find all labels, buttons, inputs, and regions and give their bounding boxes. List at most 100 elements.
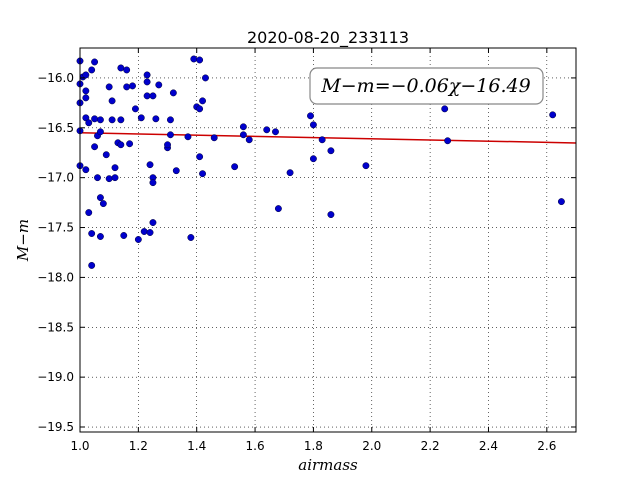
data-point xyxy=(155,81,163,89)
data-point xyxy=(111,174,119,182)
fit-line-group xyxy=(79,132,577,144)
data-point xyxy=(108,97,116,105)
data-point xyxy=(91,143,99,151)
data-point xyxy=(196,153,204,161)
fit-annotation-text: M−m=−0.06χ−16.49 xyxy=(320,75,530,97)
data-point xyxy=(96,116,104,124)
data-point xyxy=(164,141,171,149)
data-point xyxy=(362,162,370,170)
grid xyxy=(79,48,576,432)
y-tick-label: −17.5 xyxy=(37,221,74,235)
data-point xyxy=(143,78,151,86)
data-point xyxy=(143,71,151,79)
data-point xyxy=(91,58,99,66)
data-point xyxy=(108,116,116,124)
data-point xyxy=(102,151,110,159)
data-point xyxy=(88,66,96,74)
data-point xyxy=(146,161,154,169)
data-point xyxy=(85,209,93,217)
data-point xyxy=(549,111,557,119)
y-tick-label: −18.5 xyxy=(37,320,74,334)
x-tick-label: 2.6 xyxy=(537,439,556,453)
data-point xyxy=(166,116,174,124)
data-point xyxy=(199,170,206,178)
plot-area xyxy=(80,48,576,432)
data-point xyxy=(82,87,90,95)
x-tick-label: 2.0 xyxy=(362,439,381,453)
data-point xyxy=(85,119,93,127)
data-point xyxy=(231,163,239,171)
y-tick-label: −16.5 xyxy=(37,121,74,135)
x-tick-label: 1.0 xyxy=(70,439,89,453)
data-point xyxy=(199,97,206,105)
data-point xyxy=(309,121,317,129)
y-tick-label: −19.5 xyxy=(37,420,74,434)
data-point xyxy=(169,89,177,97)
data-point xyxy=(327,147,335,155)
data-point xyxy=(184,133,192,141)
data-point xyxy=(126,140,134,148)
data-point xyxy=(239,123,247,131)
data-point xyxy=(444,137,452,145)
data-point xyxy=(149,179,157,187)
data-point xyxy=(196,56,204,64)
data-point xyxy=(441,105,449,113)
data-point xyxy=(117,116,125,124)
data-point xyxy=(91,115,99,123)
data-point xyxy=(172,167,180,175)
data-point xyxy=(146,229,154,236)
y-axis-label: M−m xyxy=(14,219,32,262)
x-tick-label: 2.2 xyxy=(421,439,440,453)
data-point xyxy=(272,128,279,136)
y-tick-label: −16.0 xyxy=(37,71,74,85)
data-point xyxy=(134,236,142,243)
x-axis-label: airmass xyxy=(298,456,358,474)
data-point xyxy=(318,136,326,144)
chart-title: 2020-08-20_233113 xyxy=(247,28,409,48)
data-point xyxy=(88,261,96,269)
x-tick-label: 2.4 xyxy=(479,439,498,453)
data-point xyxy=(263,126,271,134)
data-point xyxy=(149,92,157,100)
data-point xyxy=(105,175,113,183)
fit-annotation-box xyxy=(309,67,544,105)
data-point xyxy=(327,211,335,219)
data-point xyxy=(149,219,157,226)
x-tick-label: 1.8 xyxy=(304,439,323,453)
x-tick-label: 1.2 xyxy=(129,439,148,453)
data-point xyxy=(309,155,317,163)
data-point xyxy=(111,164,119,172)
data-point xyxy=(143,92,151,100)
fit-annotation: M−m=−0.06χ−16.49 xyxy=(309,67,544,105)
data-point xyxy=(274,205,282,213)
data-point xyxy=(117,64,125,72)
data-point xyxy=(96,128,104,136)
data-point xyxy=(123,83,131,91)
data-point xyxy=(202,74,209,82)
data-point xyxy=(245,136,253,144)
y-tick-label: −19.0 xyxy=(37,370,74,384)
data-point xyxy=(94,174,101,182)
data-point xyxy=(307,112,314,120)
data-point xyxy=(140,228,148,235)
data-point xyxy=(557,198,565,206)
data-point xyxy=(82,166,90,174)
x-axis-ticks: 1.0 1.2 1.4 1.6 1.8 2.0 2.2 2.4 2.6 xyxy=(70,48,556,453)
data-point xyxy=(187,234,195,241)
data-point xyxy=(129,82,136,90)
data-point xyxy=(96,233,104,240)
axes-frame xyxy=(79,47,577,433)
data-point xyxy=(96,194,104,202)
y-tick-label: −17.0 xyxy=(37,171,74,185)
data-point xyxy=(166,131,174,139)
fit-line xyxy=(79,132,577,144)
data-point xyxy=(196,105,204,113)
data-point xyxy=(105,83,113,91)
data-point xyxy=(137,114,145,122)
y-tick-label: −18.0 xyxy=(37,270,74,284)
data-point xyxy=(123,66,131,74)
data-point xyxy=(190,55,198,63)
data-point xyxy=(286,169,294,177)
data-point xyxy=(210,134,218,142)
